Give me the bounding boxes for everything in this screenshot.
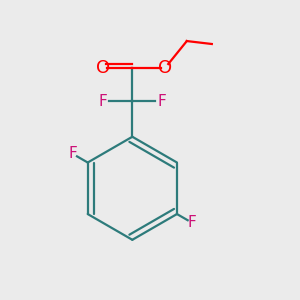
Text: F: F [188, 215, 197, 230]
Text: O: O [158, 58, 172, 76]
Text: F: F [68, 146, 77, 161]
Text: O: O [96, 58, 110, 76]
Text: F: F [158, 94, 166, 109]
Text: F: F [98, 94, 107, 109]
